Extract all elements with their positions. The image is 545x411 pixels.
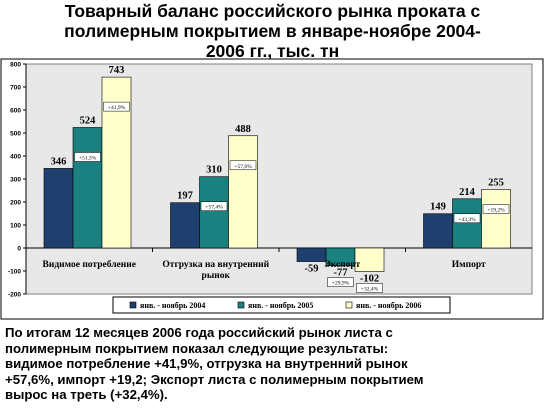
summary-text: По итогам 12 месяцев 2006 года российски…	[5, 325, 541, 403]
growth-annotation-box-import-2	[482, 204, 510, 214]
growth-annotation-box-domestic-shipment-1	[200, 201, 228, 211]
value-label-import-2: 214	[459, 187, 476, 198]
y-tick-label-9: 700	[10, 85, 21, 92]
growth-annotation-consumption-2: +41,9%	[108, 105, 126, 111]
value-label-domestic-shipment-1: 197	[177, 191, 193, 202]
bar-chart: -200 -100 0 100 200 300 400 500 600 700 800 346 524 7…	[0, 58, 544, 320]
growth-annotation-consumption-1: +51,3%	[79, 155, 97, 161]
bar-domestic-shipment-1	[170, 202, 200, 249]
value-label-consumption-2: 524	[80, 115, 97, 126]
summary-line-1: По итогам 12 месяцев 2006 года российски…	[5, 325, 393, 340]
y-tick-label-7: 500	[10, 131, 21, 138]
summary-line-2: полимерным покрытием показал следующие р…	[5, 340, 389, 356]
value-label-export-3: -102	[360, 273, 379, 284]
growth-annotation-box-export-2	[356, 283, 383, 293]
title-line-1: Товарный баланс российского рынка прокат…	[64, 1, 481, 21]
y-tick-label-6: 400	[10, 154, 21, 161]
y-tick-label-3: 100	[10, 223, 21, 230]
bar-consumption-1	[43, 168, 74, 249]
growth-annotation-import-2: +19,2%	[487, 207, 505, 213]
bar-export-1	[296, 247, 327, 262]
summary-line-3: видимое потребление +41,9%, отгрузка на …	[5, 356, 408, 371]
growth-annotation-import-1: +43,3%	[458, 217, 476, 223]
category-label-export: Экспорт	[324, 260, 360, 270]
category-label-consumption: Видимое потребление	[43, 259, 136, 270]
bar-domestic-shipment-2	[199, 176, 229, 249]
legend-box	[112, 296, 451, 314]
bar-import-1	[423, 213, 453, 249]
category-label-domestic-shipment: Отгрузка на внутренний	[162, 259, 269, 270]
legend-label-2: янв. - ноябрь 2005	[248, 301, 313, 310]
value-label-import-1: 149	[430, 202, 446, 213]
value-label-consumption-1: 346	[51, 156, 67, 167]
bar-export-3	[354, 247, 385, 272]
category-label-import: Импорт	[452, 260, 486, 270]
growth-annotation-box-domestic-shipment-2	[229, 160, 257, 171]
value-label-domestic-shipment-2: 310	[206, 165, 222, 176]
y-tick-label-4: 200	[10, 200, 21, 207]
value-label-export-2: -77	[334, 268, 348, 279]
growth-annotation-domestic-shipment-2: +57,6%	[234, 164, 252, 170]
growth-annotation-export-2: +32,4%	[361, 286, 379, 292]
growth-annotation-box-import-1	[453, 213, 481, 224]
value-label-export-1: -59	[305, 264, 319, 275]
y-tick-label-1: -100	[8, 269, 21, 276]
growth-annotation-box-consumption-1	[74, 152, 101, 162]
summary-line-4: +57,6%, импорт +19,2; Экспорт листа с по…	[5, 371, 424, 387]
value-label-consumption-3: 743	[109, 65, 125, 76]
growth-annotation-box-export-1	[327, 277, 354, 287]
bar-domestic-shipment-3	[228, 135, 258, 249]
y-tick-label-10: 800	[10, 62, 21, 69]
summary-line-5: вырос на треть (+32,4%).	[5, 387, 168, 402]
title-line-2: полимерным покрытием в январе-ноябре 200…	[64, 21, 481, 41]
bar-import-3	[481, 189, 511, 249]
bar-consumption-2	[72, 127, 103, 249]
growth-annotation-export-1: +29,9%	[332, 281, 350, 287]
title-line-3: 2006 гг., тыс. тн	[205, 41, 340, 61]
y-tick-label-2: 0	[17, 246, 21, 253]
chart-title: Товарный баланс российского рынка прокат…	[0, 1, 545, 61]
y-tick-label-0: -200	[8, 292, 21, 299]
y-tick-label-5: 300	[10, 177, 21, 184]
legend-label-1: янв. - ноябрь 2004	[140, 301, 205, 310]
growth-annotation-domestic-shipment-1: +57,4%	[205, 205, 223, 211]
legend-swatch-3	[345, 301, 353, 309]
legend-swatch-2	[237, 301, 245, 309]
category-label-domestic-shipment-line-2: рынок	[202, 271, 231, 281]
value-label-import-3: 255	[488, 177, 504, 188]
growth-annotation-box-consumption-2	[103, 101, 130, 112]
y-tick-label-8: 600	[10, 108, 21, 115]
legend-swatch-1	[129, 301, 137, 309]
value-label-domestic-shipment-3: 488	[235, 124, 251, 135]
bar-import-2	[452, 198, 482, 249]
legend-label-3: янв. - ноябрь 2006	[356, 301, 421, 310]
